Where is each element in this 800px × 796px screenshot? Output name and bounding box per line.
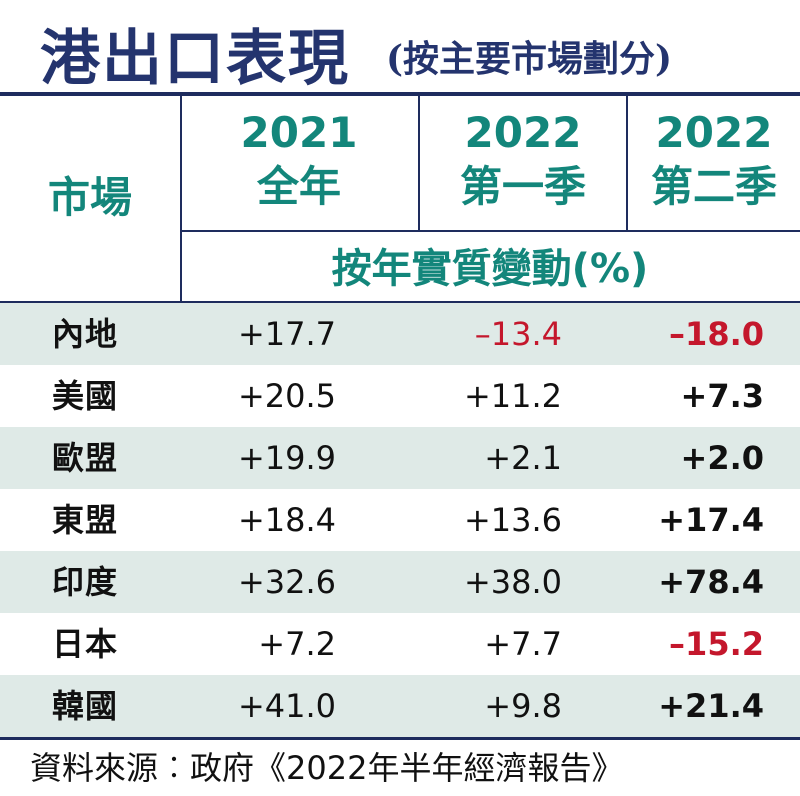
value-2022-q1: +13.6 bbox=[463, 501, 562, 539]
header-divider-2 bbox=[418, 96, 420, 232]
market-name: 美國 bbox=[52, 377, 119, 415]
header-mid-rule bbox=[180, 230, 800, 232]
value-2021: +19.9 bbox=[237, 439, 336, 477]
market-name: 歐盟 bbox=[52, 439, 119, 477]
top-rule bbox=[0, 92, 800, 96]
value-2022-q1: +11.2 bbox=[463, 377, 562, 415]
value-2022-q1: +7.7 bbox=[484, 625, 562, 663]
table-row: 東盟 +18.4 +13.6 +17.4 bbox=[0, 489, 800, 551]
header-q1-year: 2022 bbox=[464, 108, 582, 157]
value-2021: +18.4 bbox=[237, 501, 336, 539]
header-2021: 2021 全年 bbox=[180, 106, 418, 214]
title-bar: 港出口表現 (按主要市場劃分) bbox=[0, 0, 800, 94]
table-row: 韓國 +41.0 +9.8 +21.4 bbox=[0, 675, 800, 737]
market-name: 印度 bbox=[52, 563, 119, 601]
market-name: 韓國 bbox=[52, 687, 119, 725]
value-2021: +41.0 bbox=[237, 687, 336, 725]
source-note: 資料來源︰政府《2022年半年經濟報告》 bbox=[30, 749, 624, 787]
header-q1-period: 第一季 bbox=[459, 162, 586, 211]
header-bottom-rule bbox=[0, 301, 800, 303]
header-2021-year: 2021 bbox=[240, 108, 358, 157]
value-2022-q1: –13.4 bbox=[474, 315, 562, 353]
value-2021: +7.2 bbox=[258, 625, 336, 663]
header-2021-period: 全年 bbox=[256, 162, 341, 211]
value-2022-q1: +9.8 bbox=[484, 687, 562, 725]
header-divider-1 bbox=[180, 96, 182, 303]
table-row: 印度 +32.6 +38.0 +78.4 bbox=[0, 551, 800, 613]
value-2022-q1: +38.0 bbox=[463, 563, 562, 601]
chart-title: 港出口表現 bbox=[40, 24, 350, 94]
header-market: 市場 bbox=[47, 173, 132, 222]
value-2022-q2: +2.0 bbox=[680, 439, 765, 477]
header-2022-q1: 2022 第一季 bbox=[420, 106, 626, 214]
chart-subtitle: (按主要市場劃分) bbox=[386, 38, 673, 80]
value-2021: +32.6 bbox=[237, 563, 336, 601]
table-row: 日本 +7.2 +7.7 –15.2 bbox=[0, 613, 800, 675]
value-2022-q2: –18.0 bbox=[669, 315, 764, 353]
value-2022-q2: +21.4 bbox=[658, 687, 764, 725]
bottom-rule bbox=[0, 737, 800, 740]
value-2022-q2: +17.4 bbox=[658, 501, 764, 539]
header-q2-period: 第二季 bbox=[650, 162, 777, 211]
header-2022-q2: 2022 第二季 bbox=[628, 106, 800, 214]
table-row: 美國 +20.5 +11.2 +7.3 bbox=[0, 365, 800, 427]
table-row: 歐盟 +19.9 +2.1 +2.0 bbox=[0, 427, 800, 489]
value-2021: +17.7 bbox=[237, 315, 336, 353]
market-name: 東盟 bbox=[52, 501, 119, 539]
value-2021: +20.5 bbox=[237, 377, 336, 415]
table-header: 市場 2021 全年 2022 第一季 2022 第二季 按年實質變動(%) bbox=[0, 96, 800, 303]
table-row: 內地 +17.7 –13.4 –18.0 bbox=[0, 303, 800, 365]
value-2022-q2: +78.4 bbox=[658, 563, 764, 601]
header-q2-year: 2022 bbox=[655, 108, 773, 157]
market-name: 內地 bbox=[52, 315, 119, 353]
market-name: 日本 bbox=[52, 625, 119, 663]
value-2022-q2: +7.3 bbox=[680, 377, 765, 415]
header-divider-3 bbox=[626, 96, 628, 232]
value-2022-q2: –15.2 bbox=[669, 625, 764, 663]
value-2022-q1: +2.1 bbox=[484, 439, 562, 477]
header-unit: 按年實質變動(%) bbox=[331, 246, 649, 292]
